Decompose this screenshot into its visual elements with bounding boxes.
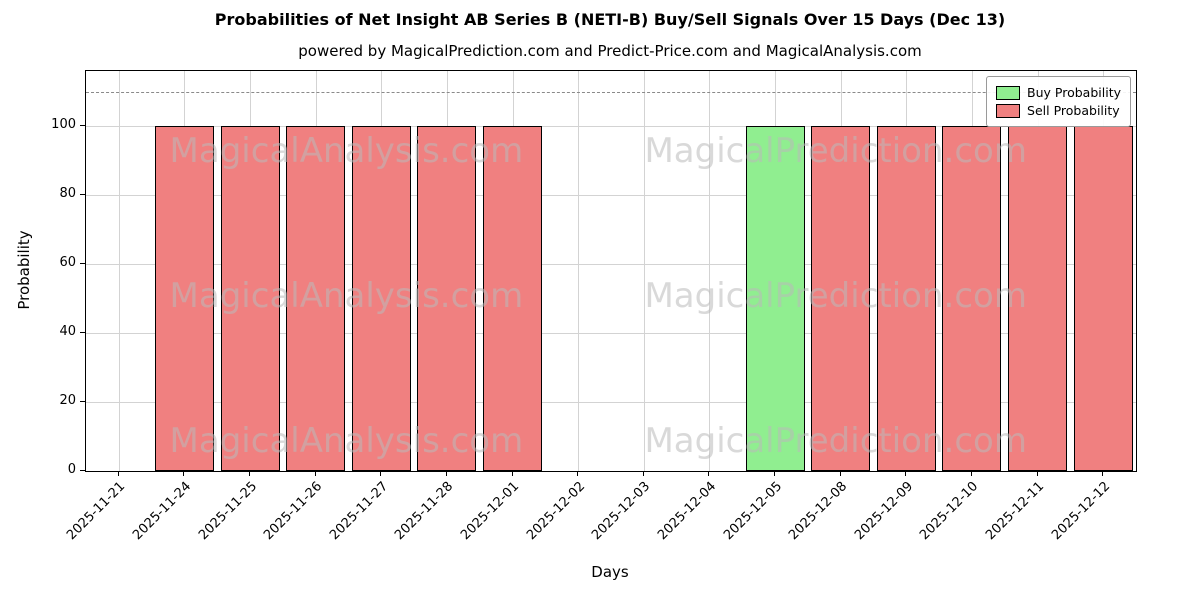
x-tick-label: 2025-12-10 (917, 479, 982, 544)
x-tick-mark (249, 471, 251, 476)
x-tick-mark (839, 471, 841, 476)
x-tick-mark (380, 471, 382, 476)
bar-sell-probability (942, 126, 1001, 471)
x-tick-label: 2025-12-01 (458, 479, 523, 544)
y-tick-label: 40 (59, 324, 76, 340)
legend-item-sell: Sell Probability (996, 103, 1121, 118)
x-tick-label: 2025-11-26 (261, 479, 326, 544)
x-tick-mark (445, 471, 447, 476)
bar-sell-probability (155, 126, 214, 471)
dashed-threshold-line (86, 91, 1136, 93)
y-tick-mark (80, 401, 85, 403)
y-gridline (86, 264, 1136, 266)
x-tick-label: 2025-12-12 (1048, 479, 1113, 544)
bar-sell-probability (811, 126, 870, 471)
x-gridline (643, 71, 645, 471)
x-gridline (578, 71, 580, 471)
x-tick-label: 2025-12-02 (523, 479, 588, 544)
x-tick-mark (183, 471, 185, 476)
x-tick-mark (1102, 471, 1104, 476)
y-axis-label: Probability (15, 230, 33, 310)
y-gridline (86, 195, 1136, 197)
plot-area: MagicalAnalysis.com MagicalPrediction.com… (85, 70, 1137, 472)
bar-sell-probability (352, 126, 411, 471)
x-gridline (709, 71, 711, 471)
bar-sell-probability (483, 126, 542, 471)
y-gridline (86, 402, 1136, 404)
x-tick-mark (774, 471, 776, 476)
bar-sell-probability (1008, 126, 1067, 471)
x-tick-mark (511, 471, 513, 476)
legend-swatch-sell-probability (996, 103, 1021, 118)
x-tick-label: 2025-11-21 (64, 479, 129, 544)
x-tick-mark (708, 471, 710, 476)
y-gridline (86, 126, 1136, 128)
y-tick-mark (80, 263, 85, 265)
x-tick-label: 2025-12-04 (655, 479, 720, 544)
x-tick-mark (970, 471, 972, 476)
y-tick-label: 0 (67, 462, 76, 477)
y-tick-mark (80, 194, 85, 196)
chart-subtitle: powered by MagicalPrediction.com and Pre… (298, 42, 922, 60)
y-tick-mark (80, 332, 85, 334)
bar-sell-probability (221, 126, 280, 471)
x-tick-mark (905, 471, 907, 476)
chart-title: Probabilities of Net Insight AB Series B… (214, 10, 1006, 29)
y-tick-label: 100 (51, 117, 76, 133)
y-gridline (86, 333, 1136, 335)
x-tick-label: 2025-12-11 (983, 479, 1048, 544)
bar-sell-probability (417, 126, 476, 471)
y-tick-label: 20 (59, 393, 76, 409)
y-tick-mark (80, 125, 85, 127)
y-tick-mark (80, 470, 85, 471)
x-tick-mark (1036, 471, 1038, 476)
legend-label-sell-probability: Sell Probability (1027, 103, 1120, 118)
x-gridline (118, 71, 120, 471)
x-tick-mark (577, 471, 579, 476)
x-tick-mark (642, 471, 644, 476)
x-tick-label: 2025-11-28 (392, 479, 457, 544)
x-axis-label: Days (591, 563, 629, 581)
y-tick-label: 60 (59, 255, 76, 271)
legend-item-buy: Buy Probability (996, 85, 1121, 100)
bar-buy-probability (746, 126, 805, 471)
x-tick-label: 2025-12-03 (589, 479, 654, 544)
bar-sell-probability (286, 126, 345, 471)
x-tick-label: 2025-12-09 (851, 479, 916, 544)
bar-sell-probability (877, 126, 936, 471)
bar-sell-probability (1074, 126, 1133, 471)
x-tick-label: 2025-12-05 (720, 479, 785, 544)
x-tick-label: 2025-11-27 (326, 479, 391, 544)
legend-label-buy-probability: Buy Probability (1027, 85, 1121, 100)
y-tick-label: 80 (59, 186, 76, 202)
x-tick-mark (117, 471, 119, 476)
legend: Buy Probability Sell Probability (986, 76, 1131, 127)
x-tick-label: 2025-11-24 (130, 479, 195, 544)
x-tick-mark (314, 471, 316, 476)
x-tick-label: 2025-12-08 (786, 479, 851, 544)
legend-swatch-buy-probability (996, 85, 1021, 100)
x-tick-label: 2025-11-25 (195, 479, 260, 544)
